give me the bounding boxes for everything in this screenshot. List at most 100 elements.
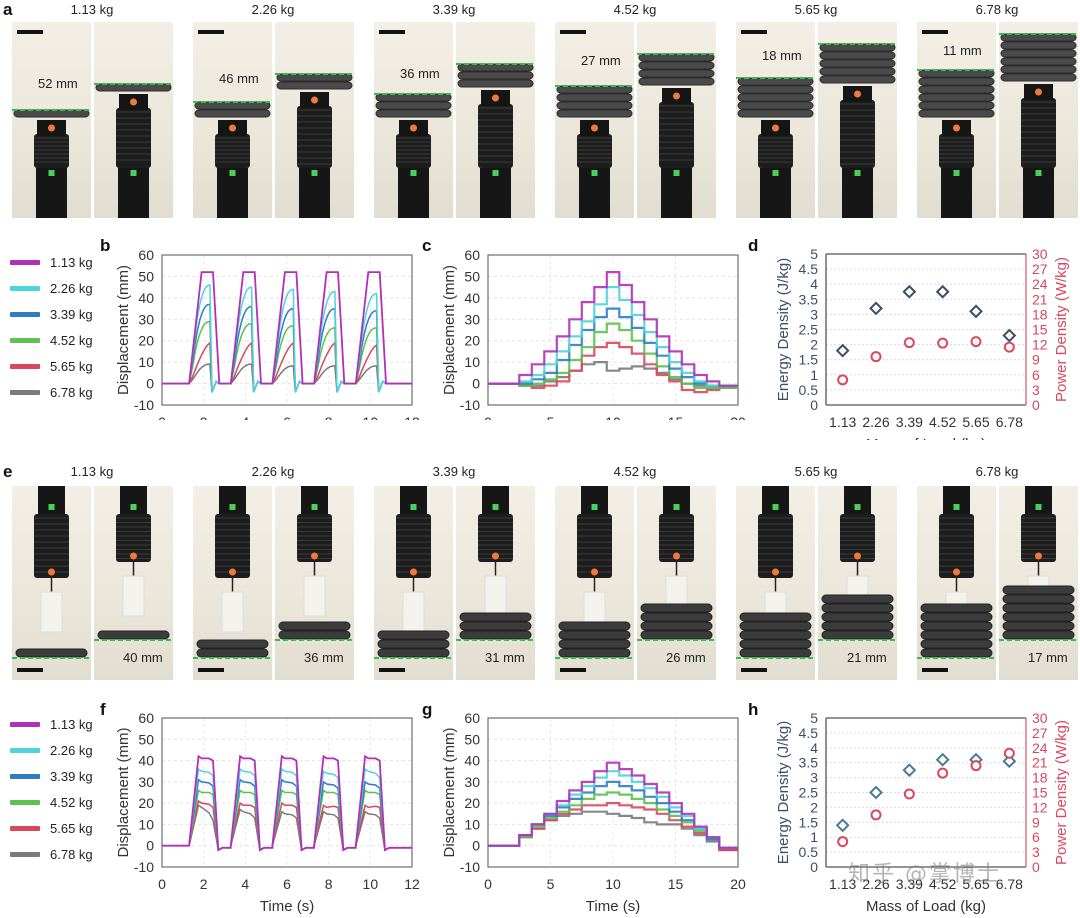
x-tick-label: 0 <box>158 876 166 892</box>
y-tick-label: 60 <box>464 710 480 726</box>
x-axis-label: Mass of Load (kg) <box>866 898 986 915</box>
panel-label-g: g <box>422 700 433 719</box>
y-left-tick-label: 4 <box>810 276 818 292</box>
chart-graphic <box>457 71 534 80</box>
chart-graphic <box>918 93 995 102</box>
legend-label: 2.26 kg <box>50 280 93 296</box>
scale-bar <box>922 668 948 672</box>
chart-graphic <box>457 63 534 72</box>
y-tick-label: 0 <box>146 838 154 854</box>
chart-graphic <box>739 612 812 622</box>
chart-graphic <box>1035 170 1042 176</box>
chart-graphic <box>1000 57 1077 66</box>
series-line-1-13-kg <box>488 761 738 849</box>
chart-graphic <box>116 108 151 168</box>
displacement-label: 36 mm <box>304 650 344 665</box>
actuator-illustration <box>555 85 634 218</box>
y-tick-label: 30 <box>138 311 154 327</box>
chart-graphic <box>459 612 532 622</box>
x-axis-label: Mass of Load (kg) <box>866 436 986 440</box>
chart-graphic <box>482 486 509 516</box>
chart-graphic <box>920 648 993 658</box>
chart-graphic <box>760 168 791 218</box>
chart-graphic <box>402 591 425 633</box>
scale-bar <box>560 668 586 672</box>
x-tick-label: 8 <box>325 414 333 420</box>
displacement-label: 11 mm <box>943 43 982 58</box>
displacement-label: 21 mm <box>847 650 887 665</box>
photo-initial-state <box>374 486 453 680</box>
chart-graphic <box>739 630 812 640</box>
y-tick-label: 10 <box>138 354 154 370</box>
chart-graphic <box>196 648 269 658</box>
chart-graphic <box>638 77 715 86</box>
photo-initial-state <box>555 486 634 680</box>
legend-item: 3.39 kg <box>10 768 93 784</box>
y-tick-label: 50 <box>464 731 480 747</box>
actuator-illustration <box>374 486 453 659</box>
chart-graphic <box>398 168 429 218</box>
chart-graphic <box>97 630 170 640</box>
power-density-point <box>970 760 982 772</box>
chart-graphic <box>577 134 612 168</box>
y-tick-label: 60 <box>464 247 480 263</box>
legend-swatch <box>10 825 40 831</box>
mass-label: 1.13 kg <box>70 464 114 479</box>
power-density-point <box>1003 341 1015 353</box>
x-tick-label: 5 <box>547 876 555 892</box>
chart-graphic <box>221 591 244 633</box>
panel-label-f: f <box>100 700 106 719</box>
chart-graphic <box>591 124 598 132</box>
y-right-tick-label: 12 <box>1032 337 1048 353</box>
energy-density-point <box>902 763 917 778</box>
displacement-label: 52 mm <box>38 76 78 91</box>
chart-graphic <box>377 648 450 658</box>
y-right-axis-label: Power Density (W/kg) <box>1053 257 1070 402</box>
y-left-tick-label: 1.5 <box>799 352 819 368</box>
chart-graphic <box>297 106 332 168</box>
chart-graphic <box>1002 621 1075 631</box>
y-right-axis-label: Power Density (W/kg) <box>1053 720 1070 865</box>
photo-actuated-state <box>456 22 535 218</box>
y-left-tick-label: 3.5 <box>799 755 819 771</box>
y-left-tick-label: 4.5 <box>799 725 819 741</box>
x-tick-label: 3.39 <box>896 876 923 892</box>
legend-item: 2.26 kg <box>10 280 93 296</box>
chart-graphic <box>737 101 814 110</box>
x-tick-label: 8 <box>325 876 333 892</box>
chart-graphic <box>217 168 248 218</box>
chart-graphic <box>459 621 532 631</box>
y-left-tick-label: 0 <box>810 859 818 875</box>
photo-initial-state <box>917 486 996 680</box>
displacement-label: 31 mm <box>485 650 525 665</box>
chart-graphic <box>1002 612 1075 622</box>
chart-graphic <box>1000 41 1077 50</box>
y-right-tick-label: 15 <box>1032 785 1048 801</box>
y-right-tick-label: 30 <box>1032 710 1048 726</box>
chart-graphic <box>762 486 789 516</box>
y-left-tick-label: 3.5 <box>799 291 819 307</box>
x-tick-label: 15 <box>668 414 684 420</box>
y-tick-label: 30 <box>464 311 480 327</box>
chart-graphic <box>920 630 993 640</box>
chart-graphic <box>311 552 318 560</box>
y-right-tick-label: 24 <box>1032 740 1048 756</box>
x-tick-label: 2 <box>200 414 208 420</box>
chart-graphic <box>410 124 417 132</box>
chart-graphic <box>457 79 534 88</box>
displacement-label: 46 mm <box>219 71 259 86</box>
chart-graphic <box>492 94 499 102</box>
y-tick-label: 20 <box>138 795 154 811</box>
chart-graphic <box>1000 49 1077 58</box>
legend-swatch <box>10 337 40 343</box>
x-tick-label: 0 <box>484 414 492 420</box>
x-tick-label: 10 <box>363 876 379 892</box>
chart-graphic <box>130 98 137 106</box>
chart-graphic <box>821 603 894 613</box>
scale-bar <box>198 30 224 34</box>
scale-bar <box>922 30 948 34</box>
scale-bar <box>17 668 43 672</box>
chart-graphic <box>278 630 351 640</box>
y-right-tick-label: 24 <box>1032 276 1048 292</box>
